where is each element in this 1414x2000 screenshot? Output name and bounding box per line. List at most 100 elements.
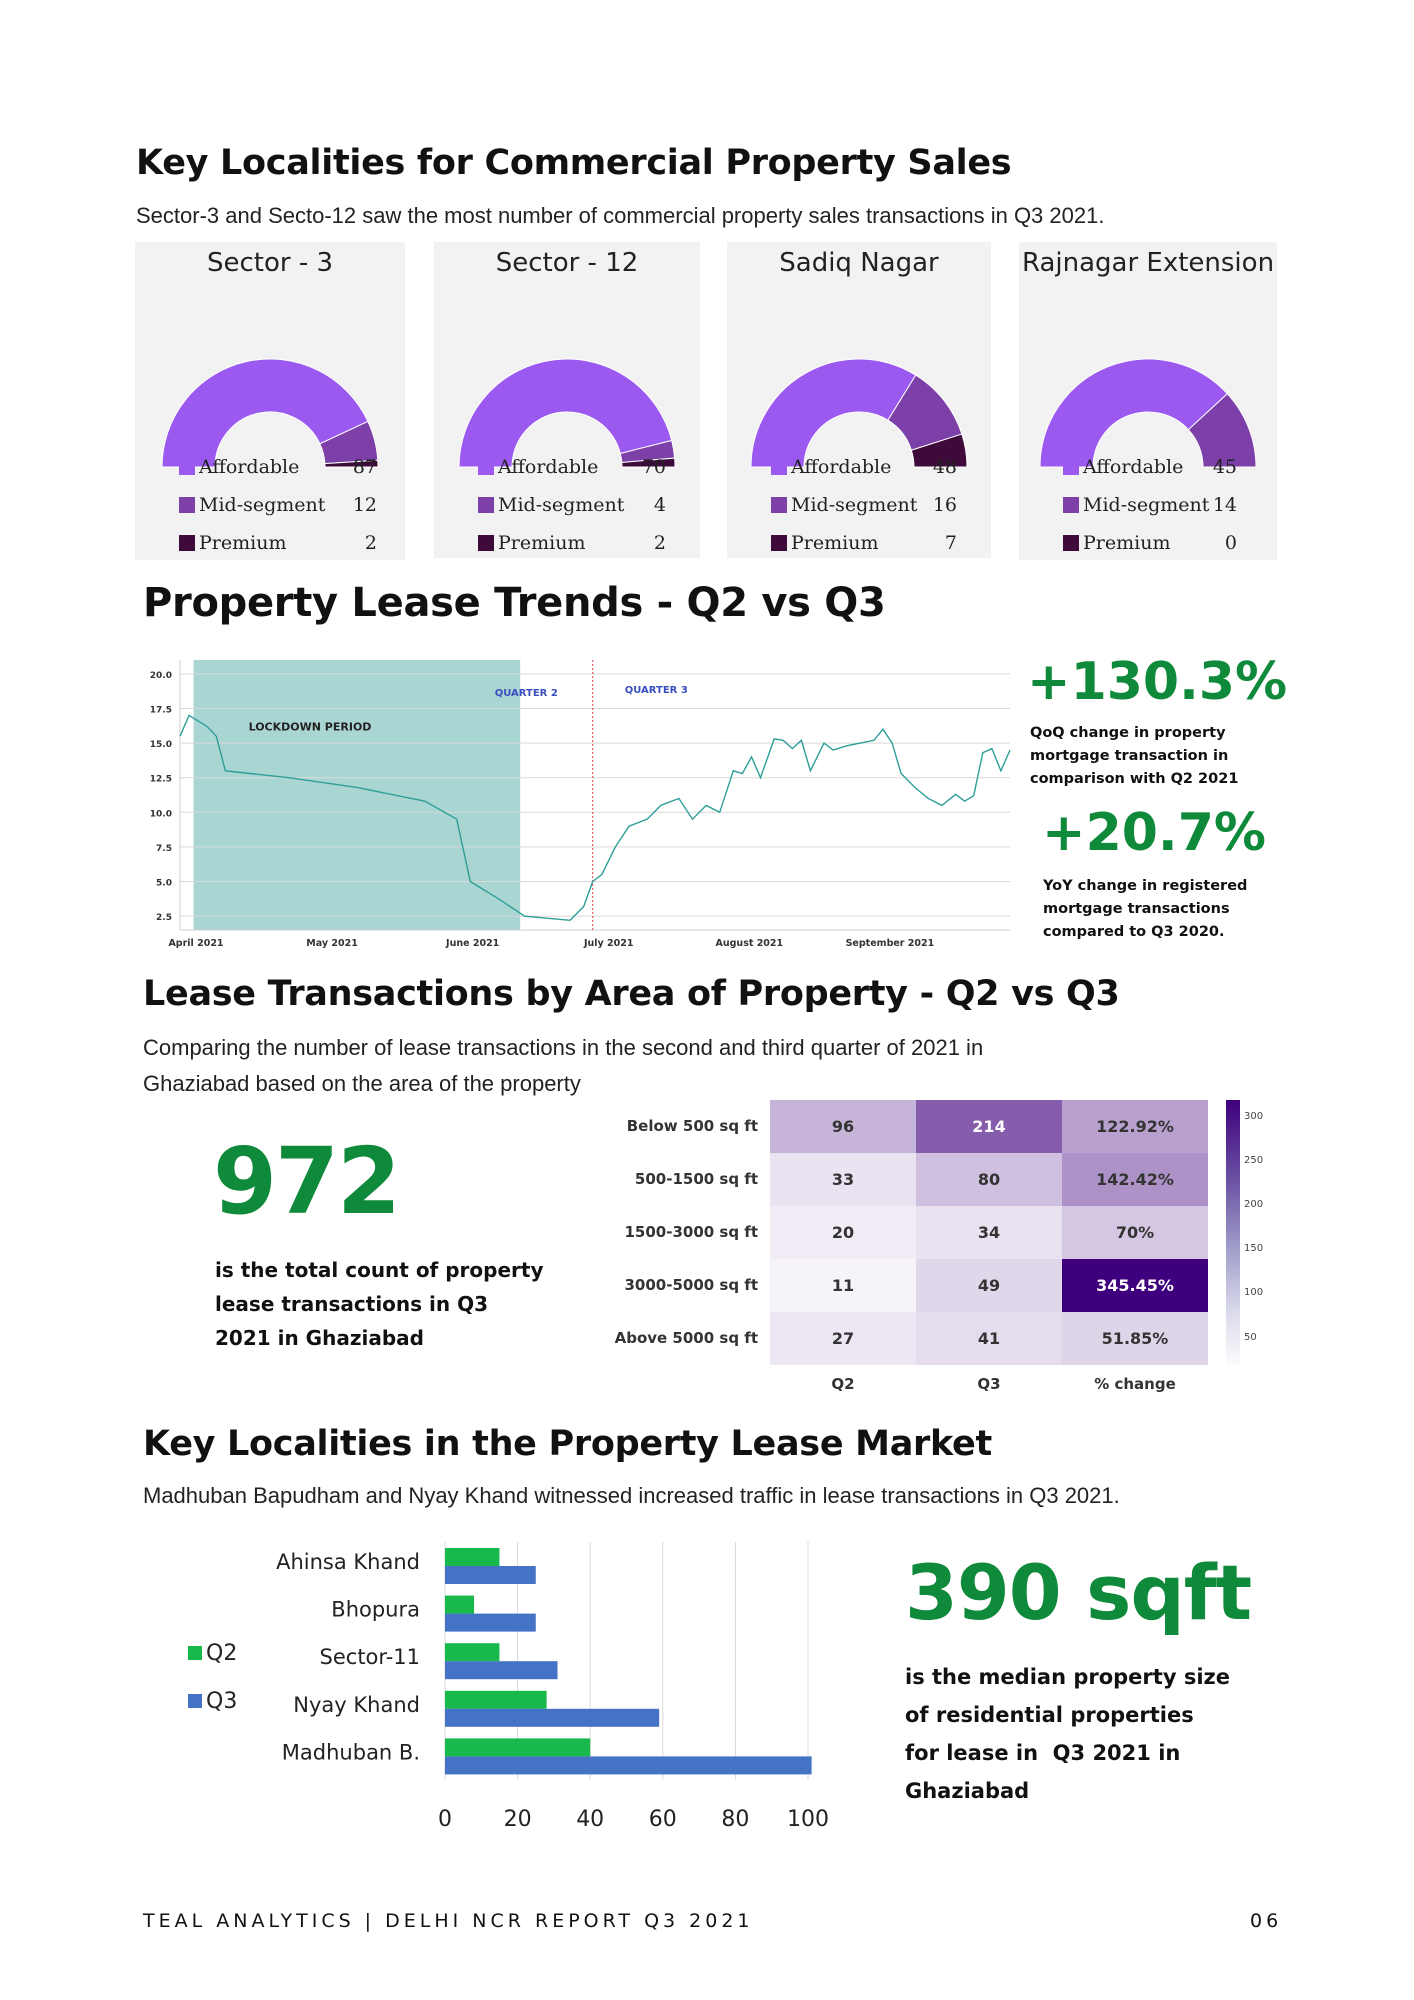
donut-chart — [161, 358, 379, 468]
heatmap-cell: 51.85% — [1062, 1312, 1208, 1365]
legend-swatch — [188, 1694, 202, 1708]
x-tick-label: 0 — [438, 1807, 452, 1832]
stat-total-line2: lease transactions in Q3 — [215, 1292, 488, 1316]
footer-page-number: 06 — [1250, 1910, 1283, 1932]
bar-q3 — [445, 1566, 536, 1584]
donut-slice-affordable — [1039, 358, 1229, 468]
stat-qoq-line3: comparison with Q2 2021 — [1030, 771, 1239, 787]
footer-left: TEAL ANALYTICS | DELHI NCR REPORT Q3 202… — [143, 1910, 754, 1932]
section4-subtitle: Madhuban Bapudham and Nyay Khand witness… — [143, 1483, 1120, 1508]
legend-label: Mid-segment — [199, 494, 326, 516]
category-label: Bhopura — [331, 1598, 420, 1622]
lease-trend-series-line — [179, 714, 1011, 922]
x-tick-label: 40 — [576, 1807, 604, 1832]
legend-value: 7 — [944, 532, 957, 554]
legend-swatch — [1063, 497, 1079, 513]
category-label: Sector-11 — [320, 1645, 420, 1669]
stat-median-value: 390 sqft — [905, 1548, 1252, 1637]
legend-swatch — [478, 497, 494, 513]
section1-subtitle: Sector-3 and Secto-12 saw the most numbe… — [136, 203, 1105, 228]
category-label: Madhuban B. — [282, 1740, 420, 1764]
legend-label: Mid-segment — [791, 494, 918, 516]
heatmap-cell: 27 — [770, 1312, 916, 1365]
stat-median-note: is the median property size of residenti… — [905, 1658, 1230, 1810]
stat-total-line3: 2021 in Ghaziabad — [215, 1326, 424, 1350]
y-tick-label: 7.5 — [156, 844, 172, 854]
legend-label: Q2 — [206, 1641, 237, 1666]
legend-label: Premium — [498, 532, 586, 554]
x-tick-label: 60 — [649, 1807, 677, 1832]
stat-yoy-line1: YoY change in registered — [1043, 878, 1248, 894]
stat-qoq-value: +130.3% — [1027, 652, 1288, 712]
donut-legend-item: Premium — [771, 532, 878, 554]
heatmap-row-label: Below 500 sq ft — [626, 1117, 758, 1135]
legend-value: 48 — [932, 456, 957, 478]
donut-legend-item: Affordable — [771, 456, 891, 478]
donut-card-title: Sadiq Nagar — [779, 248, 939, 278]
stat-qoq-line2: mortgage transaction in — [1030, 748, 1229, 764]
heatmap-col-label: % change — [1094, 1375, 1176, 1393]
donut-card: Sadiq Nagar Affordable 48 Mid-segment 16 Prem… — [727, 242, 991, 558]
legend-value: 2 — [364, 532, 377, 554]
legend-swatch — [1063, 459, 1079, 475]
legend-swatch — [179, 459, 195, 475]
x-tick-label: July 2021 — [583, 938, 634, 949]
heatmap-cell: 34 — [916, 1206, 1062, 1259]
y-tick-label: 5.0 — [156, 879, 172, 889]
colorbar-tick-label: 250 — [1244, 1154, 1264, 1166]
colorbar-tick-label: 200 — [1244, 1199, 1264, 1210]
heatmap-cell: 41 — [916, 1312, 1062, 1365]
legend-label: Mid-segment — [498, 494, 625, 516]
donut-legend-item: Affordable — [1063, 456, 1183, 478]
donut-card: Sector - 3 Affordable 87 Mid-segment 12 Premi… — [135, 242, 405, 560]
legend-label: Premium — [1083, 532, 1171, 554]
section3-subtitle-line2: Ghaziabad based on the area of the prope… — [143, 1071, 581, 1096]
bar-q2 — [445, 1738, 591, 1757]
legend-value: 12 — [352, 494, 377, 516]
donut-slice-affordable — [750, 358, 917, 468]
heatmap-cell: 20 — [770, 1206, 916, 1259]
legend-swatch — [771, 535, 787, 551]
donut-slice-affordable — [458, 358, 673, 468]
stat-median-line2: of residential properties — [905, 1703, 1194, 1727]
x-tick-label: 80 — [721, 1807, 749, 1832]
donut-legend-item: Mid-segment — [179, 494, 325, 516]
legend-swatch — [179, 535, 195, 551]
legend-swatch — [179, 497, 195, 513]
section1-title: Key Localities for Commercial Property S… — [136, 143, 1012, 183]
legend-value: 87 — [352, 456, 377, 478]
donut-legend-item: Mid-segment — [771, 494, 917, 516]
y-tick-label: 10.0 — [150, 809, 172, 819]
stat-qoq-note: QoQ change in property mortgage transact… — [1030, 722, 1238, 791]
legend-label: Premium — [199, 532, 287, 554]
section3-subtitle-line1: Comparing the number of lease transactio… — [143, 1035, 984, 1060]
stat-yoy-note: YoY change in registered mortgage transa… — [1043, 875, 1247, 944]
stat-median-line1: is the median property size — [905, 1665, 1230, 1689]
area-heatmap: Below 500 sq ft 96 214 122.92% 500-1500 sq f… — [600, 1100, 1290, 1400]
colorbar-tick-label: 150 — [1244, 1243, 1264, 1255]
bar-q2 — [445, 1643, 500, 1662]
category-label: Nyay Khand — [293, 1693, 420, 1717]
donut-legend-item: Affordable — [179, 456, 299, 478]
heatmap-cell: 345.45% — [1062, 1259, 1208, 1312]
legend-swatch — [478, 459, 494, 475]
donut-slice-premium — [621, 457, 676, 468]
legend-value: 70 — [641, 456, 666, 478]
stat-yoy-value: +20.7% — [1042, 803, 1266, 863]
category-label: Ahinsa Khand — [276, 1550, 420, 1574]
stat-total-value: 972 — [213, 1128, 401, 1235]
legend-label: Premium — [791, 532, 879, 554]
section2-title: Property Lease Trends - Q2 vs Q3 — [143, 580, 886, 626]
legend-swatch — [771, 459, 787, 475]
legend-value: 4 — [653, 494, 666, 516]
x-tick-label: September 2021 — [846, 938, 935, 949]
legend-label: Q3 — [206, 1689, 237, 1714]
bar-q3 — [445, 1661, 558, 1680]
legend-value: 14 — [1212, 494, 1237, 516]
bar-q2 — [445, 1548, 500, 1566]
y-tick-label: 20.0 — [150, 671, 172, 681]
y-tick-label: 2.5 — [156, 913, 172, 923]
legend-swatch — [478, 535, 494, 551]
heatmap-cell: 33 — [770, 1153, 916, 1206]
donut-slice-premium — [324, 459, 379, 468]
